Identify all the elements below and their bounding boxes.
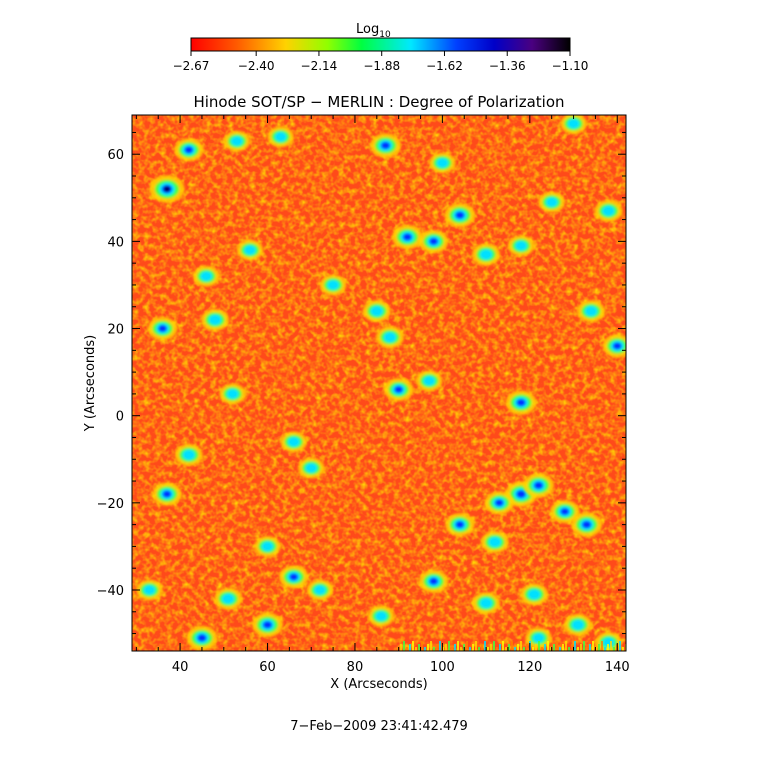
plot-frame — [131, 114, 627, 652]
heatmap-feature — [484, 491, 514, 515]
heatmap-feature — [319, 274, 347, 296]
heatmap-feature — [298, 457, 325, 479]
colorbar: Log10 −2.67 −2.40 −2.14 −1.88 −1.62 −1.36 −1.1… — [173, 22, 589, 73]
heatmap-feature — [505, 390, 537, 415]
colorbar-tick-label: −2.40 — [238, 59, 275, 73]
heatmap-feature — [376, 326, 404, 349]
heatmap-feature — [367, 605, 395, 627]
heatmap-feature — [279, 565, 309, 589]
x-tick-label: 40 — [172, 660, 189, 675]
y-tick-label: 60 — [107, 148, 124, 163]
heatmap-feature — [472, 243, 501, 266]
heatmap-feature — [252, 612, 283, 637]
heatmap-feature — [444, 203, 476, 228]
heatmap-feature — [280, 431, 307, 453]
heatmap-feature — [525, 627, 552, 649]
heatmap-feature — [306, 579, 334, 601]
y-tick-label: −40 — [97, 584, 124, 599]
x-tick-label: 60 — [259, 660, 276, 675]
heatmap-feature — [507, 235, 535, 257]
heatmap-feature — [214, 587, 243, 610]
heatmap-feature — [520, 583, 549, 606]
heatmap-feature — [392, 224, 423, 250]
heatmap-feature — [419, 569, 449, 593]
y-tick-label: 40 — [107, 235, 124, 250]
heatmap-feature — [563, 613, 592, 636]
y-tick-label: 0 — [116, 410, 124, 425]
edge-artifact-strip — [400, 641, 626, 651]
colorbar-ticks: −2.67 −2.40 −2.14 −1.88 −1.62 −1.36 −1.10 — [173, 51, 589, 73]
y-axis-label: Y (Arcseconds) — [83, 335, 98, 432]
heatmap-feature — [147, 316, 178, 341]
heatmap-feature — [419, 229, 449, 253]
colorbar-tick-label: −1.62 — [426, 59, 463, 73]
chart-title: Hinode SOT/SP − MERLIN : Degree of Polar… — [193, 93, 564, 111]
heatmap-feature — [219, 383, 246, 405]
x-tick-label: 100 — [430, 660, 455, 675]
heatmap-feature — [602, 334, 626, 358]
colorbar-tick-label: −1.36 — [489, 59, 526, 73]
heatmap-feature — [236, 239, 264, 261]
plot-area — [132, 115, 626, 651]
heatmap-feature — [480, 531, 509, 554]
y-tick-label: −20 — [97, 497, 124, 512]
colorbar-tick-label: −1.10 — [552, 59, 589, 73]
x-tick-label: 140 — [605, 660, 630, 675]
colorbar-tick-label: −1.88 — [363, 59, 400, 73]
heatmap-feature — [571, 512, 603, 537]
heatmap-feature — [577, 300, 605, 323]
heatmap-feature — [429, 152, 456, 174]
y-axis: −40 −20 0 20 40 60 — [97, 131, 626, 635]
heatmap-feature — [136, 579, 163, 601]
colorbar-label: Log10 — [356, 22, 391, 40]
heatmap-feature — [472, 592, 501, 615]
heatmap-feature — [384, 377, 414, 402]
heatmap-feature — [538, 191, 565, 213]
heatmap-features — [136, 115, 626, 651]
x-tick-label: 80 — [347, 660, 364, 675]
heatmap-feature — [594, 199, 623, 222]
x-axis: 40 60 80 100 120 140 — [135, 115, 630, 675]
heatmap-feature — [523, 473, 554, 498]
heatmap-feature — [416, 370, 443, 392]
heatmap-feature — [267, 126, 294, 148]
heatmap-feature — [149, 175, 185, 203]
heatmap-feature — [445, 513, 475, 537]
heatmap-feature — [223, 130, 251, 152]
x-tick-label: 120 — [517, 660, 542, 675]
heatmap-feature — [152, 482, 182, 506]
heatmap-feature — [193, 265, 220, 287]
colorbar-tick-label: −2.14 — [301, 59, 338, 73]
heatmap-feature — [550, 499, 580, 524]
heatmap-feature — [560, 115, 587, 135]
timestamp: 7−Feb−2009 23:41:42.479 — [290, 719, 468, 734]
heatmap-feature — [362, 300, 391, 323]
colorbar-tick-label: −2.67 — [173, 59, 210, 73]
heatmap-feature — [254, 536, 281, 557]
heatmap-feature — [186, 625, 218, 651]
heatmap-feature — [201, 308, 229, 331]
x-axis-label: X (Arcseconds) — [330, 677, 427, 692]
heatmap-feature — [174, 138, 204, 162]
y-tick-label: 20 — [107, 323, 124, 338]
colorbar-gradient — [190, 37, 571, 52]
heatmap-feature — [370, 133, 401, 158]
heatmap-feature — [174, 443, 203, 466]
